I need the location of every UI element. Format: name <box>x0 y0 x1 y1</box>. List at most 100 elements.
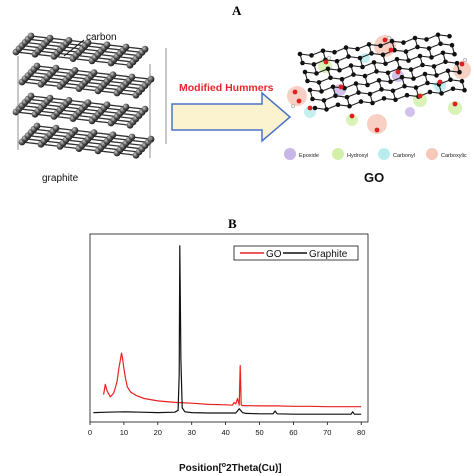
carbon-atom <box>445 68 451 74</box>
x-tick-label: 80 <box>357 428 365 437</box>
carbon-atom <box>343 45 349 50</box>
carbon-atom <box>443 59 448 65</box>
oxygen-atom <box>395 69 401 75</box>
carbon-atom <box>371 60 377 65</box>
carbon-atom <box>328 75 333 81</box>
carbon-atom <box>389 38 395 44</box>
process-arrow-label: Modified Hummers <box>179 82 274 94</box>
series-layer <box>93 245 362 415</box>
carbon-atom <box>439 91 444 96</box>
carbon-atom <box>413 85 419 90</box>
carbon-atom <box>52 124 60 132</box>
carbon-atom <box>302 69 308 75</box>
carbon-atom <box>84 39 92 46</box>
carbon-atom <box>314 71 319 76</box>
carbon-atom <box>344 94 350 100</box>
legend-go-label: GO <box>266 249 282 260</box>
carbon-atom <box>330 84 336 90</box>
carbon-atom <box>141 45 149 53</box>
carbon-atom <box>109 71 117 79</box>
carbon-atom <box>348 63 354 68</box>
graphite-layer <box>12 32 149 69</box>
carbon-atom <box>33 62 41 70</box>
carbon-atom <box>450 86 456 92</box>
series-line-go <box>103 352 362 408</box>
carbon-atom <box>109 131 117 139</box>
carbon-atom <box>362 73 368 79</box>
carbon-atom <box>319 89 324 94</box>
carbon-atom <box>367 91 373 97</box>
carbon-atom <box>370 100 375 106</box>
carbon-atom <box>312 105 318 111</box>
carbon-atom <box>448 77 453 83</box>
carbon-atom <box>424 37 429 42</box>
carbon-atom <box>316 80 322 85</box>
carbon-atom <box>438 41 443 47</box>
carbon-atom <box>347 103 352 109</box>
carbon-atom <box>378 43 383 49</box>
carbon-atom <box>324 107 329 112</box>
carbon-atom <box>381 96 387 101</box>
carbon-atom <box>346 54 351 59</box>
carbon-atom <box>406 58 411 63</box>
carbon-atom <box>297 51 303 57</box>
legend-swatch <box>332 148 344 160</box>
carbon-atom <box>305 78 310 84</box>
carbon-atom <box>408 67 414 72</box>
carbon-atom <box>84 99 92 106</box>
carbon-atom <box>394 56 400 62</box>
carbon-atom <box>355 46 360 52</box>
carbon-atom <box>71 126 79 134</box>
carbon-atom <box>459 78 465 84</box>
carbon-atom <box>46 94 54 102</box>
carbon-atom <box>390 88 396 94</box>
panel-b-letter: B <box>228 216 237 231</box>
carbon-atom <box>401 40 406 45</box>
carbon-atom <box>429 55 434 60</box>
carbon-atom <box>46 34 54 42</box>
carbon-atom <box>374 69 379 74</box>
x-tick-label: 0 <box>88 428 92 437</box>
carbon-atom <box>353 81 359 86</box>
carbon-atom <box>52 64 60 72</box>
oxygen-atom <box>388 47 394 53</box>
x-tick-label: 60 <box>289 428 297 437</box>
carbon-atom <box>33 122 41 130</box>
x-tick-label: 50 <box>255 428 263 437</box>
x-tick-label: 20 <box>154 428 162 437</box>
carbon-label: carbon <box>86 32 117 43</box>
legend-item-hydroxyl: Hydroxyl <box>332 148 368 160</box>
carbon-atom <box>333 93 338 99</box>
carbon-atom <box>325 66 331 72</box>
carbon-atom <box>369 51 374 56</box>
carbon-atom <box>309 53 314 58</box>
go-label: GO <box>364 170 384 185</box>
panel-a-letter: A <box>232 3 242 18</box>
carbon-atom <box>310 96 315 102</box>
carbon-atom <box>379 87 384 92</box>
carbon-atom <box>383 61 388 67</box>
legend-label: Carboxylic <box>441 153 467 159</box>
graphene-oxide-sheet-illustration <box>287 32 471 134</box>
carbon-atom <box>376 78 382 83</box>
carbon-atom <box>399 74 405 80</box>
graphite-structure-illustration <box>12 32 167 159</box>
carbon-atom <box>65 97 73 104</box>
carbon-atom <box>103 41 111 49</box>
legend-item-epoxide: Epoxide <box>284 148 319 160</box>
plot-frame <box>89 233 369 423</box>
carbon-atom <box>366 42 372 47</box>
carbon-atom <box>422 71 428 77</box>
carbon-atom <box>122 103 130 111</box>
carbon-atom <box>90 129 98 137</box>
legend-graphite-label: Graphite <box>309 249 348 260</box>
carbon-atom <box>147 135 155 143</box>
carbon-atom <box>403 49 409 54</box>
carbon-atom <box>427 89 433 95</box>
carbon-atom <box>103 101 111 109</box>
carbon-pointer-line <box>63 39 85 57</box>
carbon-atom <box>457 69 462 75</box>
carbon-atom <box>71 67 79 74</box>
carbon-atom <box>462 87 467 93</box>
x-tick-label: 70 <box>323 428 331 437</box>
